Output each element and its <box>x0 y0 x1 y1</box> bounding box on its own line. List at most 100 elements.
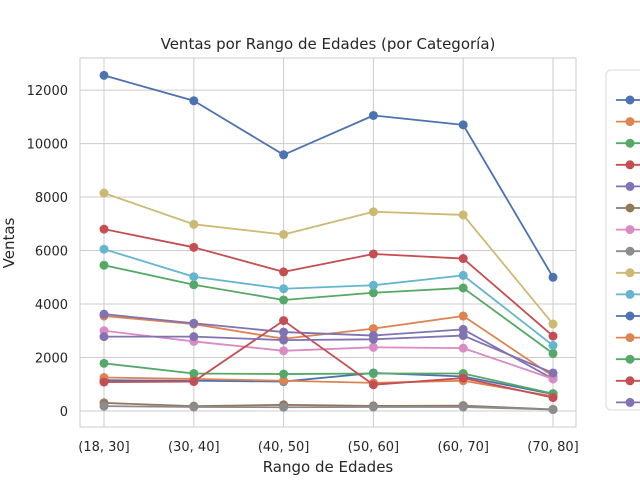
data-point <box>99 188 109 198</box>
data-point <box>189 318 199 328</box>
data-point <box>279 346 289 356</box>
legend-item <box>616 333 640 343</box>
data-point <box>99 244 109 254</box>
series-8 <box>99 401 558 415</box>
data-point <box>368 369 378 379</box>
y-tick-label: 8000 <box>35 191 68 206</box>
data-point <box>99 260 109 270</box>
data-point <box>368 280 378 290</box>
legend-marker <box>625 117 635 127</box>
data-point <box>279 295 289 305</box>
series-line <box>103 74 554 278</box>
data-point <box>548 368 558 378</box>
series-line <box>103 362 554 395</box>
data-point <box>99 401 109 411</box>
series-line <box>104 334 554 374</box>
x-tick-label: (70, 80] <box>527 440 579 455</box>
legend-marker <box>625 225 635 235</box>
data-point <box>458 254 468 264</box>
data-point <box>189 242 199 252</box>
legend-marker <box>625 268 635 278</box>
legend-box <box>605 69 640 411</box>
data-point <box>279 335 289 345</box>
data-point <box>189 377 199 387</box>
x-tick-label: (60, 70] <box>437 440 489 455</box>
data-point <box>368 324 378 334</box>
legend-marker <box>625 138 635 148</box>
data-point <box>279 316 289 326</box>
data-point <box>458 120 468 130</box>
series-line <box>103 313 554 380</box>
chart-title: Ventas por Rango de Edades (por Categorí… <box>161 35 496 53</box>
legend-marker <box>625 311 635 321</box>
series-line <box>103 376 554 398</box>
data-point <box>368 402 378 412</box>
series-1 <box>99 70 558 282</box>
data-point <box>189 96 199 106</box>
series-layer <box>99 70 558 415</box>
series-line <box>103 264 554 355</box>
y-tick-label: 6000 <box>35 245 68 260</box>
data-point <box>99 377 109 387</box>
legend-item <box>616 203 640 213</box>
data-point <box>368 110 378 120</box>
data-point <box>548 348 558 358</box>
legend-item <box>616 95 640 105</box>
legend-item <box>616 354 640 364</box>
series-4 <box>99 224 558 341</box>
legend-item <box>616 181 640 191</box>
series-line <box>103 248 554 347</box>
legend-marker <box>625 95 635 105</box>
data-point <box>279 402 289 412</box>
data-point <box>279 267 289 277</box>
data-point <box>189 369 199 379</box>
y-tick-label: 2000 <box>35 351 68 366</box>
data-point <box>458 402 468 412</box>
legend-item <box>616 376 640 386</box>
data-point <box>189 219 199 229</box>
axes: 0 2000 4000 6000 8000 10000 12000 (18, 30] (30, … <box>27 84 579 455</box>
data-point <box>548 405 558 415</box>
data-point <box>458 311 468 321</box>
legend-marker <box>625 397 635 407</box>
data-point <box>189 402 199 412</box>
series-9 <box>99 188 558 329</box>
data-point <box>458 270 468 280</box>
data-point <box>368 207 378 217</box>
x-tick-label: (40, 50] <box>258 440 310 455</box>
x-tick-label: (18, 30] <box>78 440 130 455</box>
data-point <box>458 324 468 334</box>
data-point <box>368 380 378 390</box>
legend-item <box>616 289 640 299</box>
data-point <box>279 150 289 160</box>
y-tick-label: 4000 <box>35 298 68 313</box>
legend-item <box>616 397 640 407</box>
legend-marker <box>625 203 635 213</box>
data-point <box>368 288 378 298</box>
data-point <box>458 331 468 341</box>
data-point <box>279 284 289 294</box>
legend-marker <box>625 160 635 170</box>
series-line <box>103 329 554 380</box>
legend-item <box>616 311 640 321</box>
legend-marker <box>625 246 635 256</box>
series-line <box>103 319 554 399</box>
series-line <box>103 402 554 411</box>
legend-marker <box>625 333 635 343</box>
legend-item <box>616 246 640 256</box>
data-point <box>99 70 109 80</box>
data-point <box>189 332 199 342</box>
legend-marker <box>625 354 635 364</box>
legend-marker <box>625 289 635 299</box>
data-point <box>368 334 378 344</box>
series-10 <box>99 244 558 350</box>
plot-area <box>79 57 577 428</box>
legend-item <box>616 160 640 170</box>
series-line <box>103 405 554 411</box>
data-point <box>548 340 558 350</box>
data-point <box>99 309 109 319</box>
data-point <box>189 280 199 290</box>
series-line <box>103 228 554 337</box>
x-tick-label: (50, 60] <box>348 440 400 455</box>
